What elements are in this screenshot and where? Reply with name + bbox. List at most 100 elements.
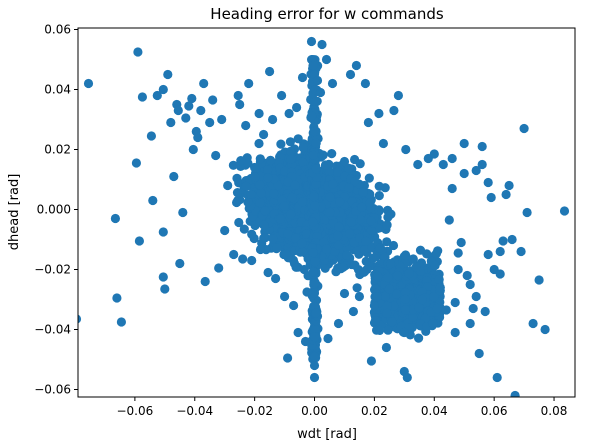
data-point [327,78,338,89]
data-point [360,244,370,254]
data-point [310,324,320,334]
data-point [309,360,320,371]
x-tick-label: 0.08 [541,404,568,418]
data-point [422,249,432,259]
data-point [364,173,374,183]
data-point [438,159,448,170]
data-point [271,273,281,284]
data-point [301,229,312,239]
x-tick-label: 0.02 [361,404,388,418]
data-point [387,317,397,327]
data-point [289,300,299,311]
data-point [259,129,269,140]
data-point [238,254,248,264]
data-point [411,262,421,272]
data-point [254,108,264,119]
data-point [374,108,384,119]
data-point [465,318,475,329]
data-point [315,87,326,98]
data-point [255,180,265,190]
data-point [297,238,307,249]
data-point [223,180,233,191]
data-point [255,198,265,208]
data-point [378,138,388,149]
data-point [283,229,293,239]
data-point [309,288,319,298]
data-point [310,126,320,137]
data-point [450,327,460,338]
data-point [322,244,332,254]
data-point [492,372,502,383]
data-point [540,324,550,335]
data-point [310,257,320,267]
data-point [187,93,197,104]
data-point [181,113,191,123]
x-axis: −0.06 −0.04 −0.02 0.00 0.02 0.04 0.06 0.08 [116,397,567,418]
data-point [228,160,238,170]
data-point [392,289,402,299]
data-point [259,220,269,230]
data-point [263,267,273,278]
data-point [486,192,496,203]
data-point [311,164,321,174]
data-point [357,202,367,212]
data-point [459,168,469,179]
data-point [78,314,82,324]
data-point [429,149,439,159]
data-point [293,262,303,272]
y-tick-label: 0.000 [37,203,71,217]
y-axis: −0.06 −0.04 −0.02 0.000 0.02 0.04 0.06 [34,23,78,397]
data-point [283,353,293,363]
data-point [471,165,481,176]
data-point [256,188,266,198]
data-point [297,247,308,257]
data-point [196,105,206,116]
data-point [534,275,544,285]
data-point [480,306,490,317]
data-point [205,117,215,128]
data-point [178,207,188,218]
data-point [392,270,403,281]
data-point [400,305,411,315]
data-point [375,243,385,253]
data-point [247,229,257,239]
data-point [244,78,254,89]
data-point [306,36,317,47]
data-point [260,233,270,243]
data-point [435,282,445,293]
data-point [297,72,308,83]
data-point [401,250,411,260]
x-tick-label: −0.04 [176,404,213,418]
data-point [431,249,441,259]
data-point [241,120,251,131]
data-point [158,84,168,95]
data-point [366,356,376,366]
data-point [507,234,517,245]
data-point [293,327,303,338]
data-point [366,225,376,235]
data-point [290,180,300,190]
data-point [495,246,505,257]
data-point [158,272,168,282]
data-point [309,96,320,106]
data-point [193,132,203,143]
data-point [300,336,311,347]
data-point [286,146,296,156]
data-point [382,237,392,247]
data-point [280,291,290,302]
data-point [381,342,391,353]
data-point [152,90,162,101]
data-point [400,294,410,304]
data-point [232,188,243,198]
data-point [277,90,287,101]
data-point [339,156,350,167]
x-tick-label: −0.02 [236,404,273,418]
data-point [310,278,320,288]
data-point [350,260,360,270]
data-point [284,108,294,119]
data-point [148,195,158,206]
data-point [333,318,344,329]
y-tick-label: −0.06 [34,383,71,397]
data-point [354,291,364,302]
data-point [346,217,356,227]
